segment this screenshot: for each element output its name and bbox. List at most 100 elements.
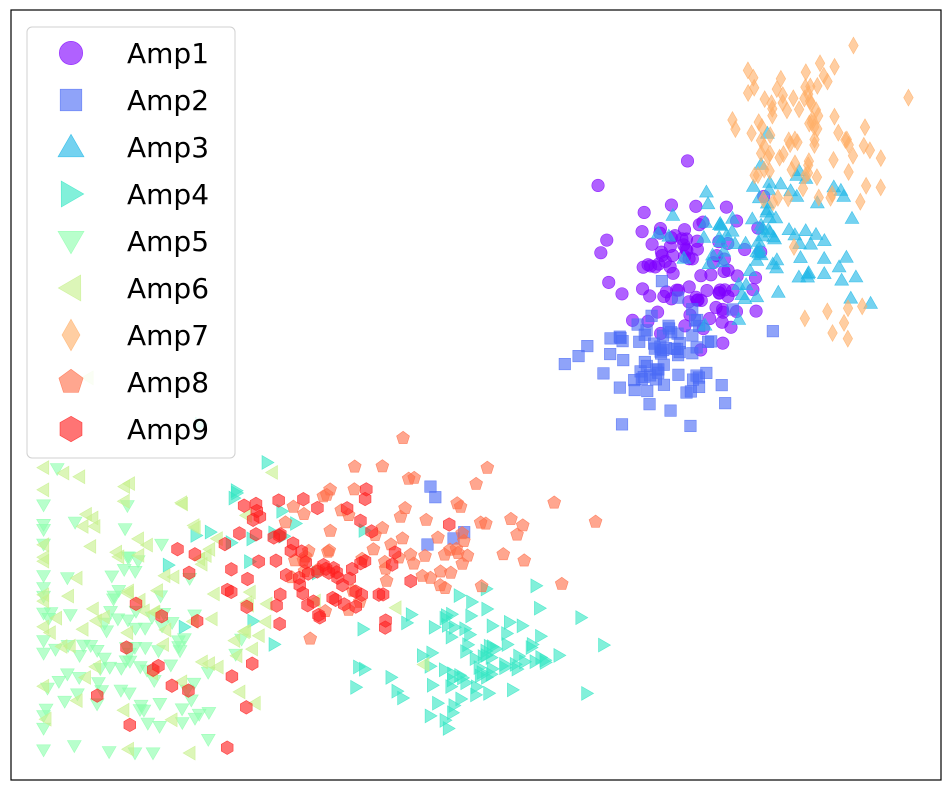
point-amp2 (631, 318, 644, 331)
point-amp5 (36, 635, 52, 649)
point-amp6 (174, 674, 188, 690)
point-amp6 (202, 541, 216, 557)
point-amp9 (182, 683, 195, 698)
point-amp4 (501, 626, 515, 641)
series-amp7 (727, 36, 914, 348)
point-amp5 (36, 744, 52, 758)
point-amp4 (449, 619, 463, 635)
point-amp3 (768, 210, 784, 224)
point-amp3 (755, 228, 771, 242)
point-amp4 (405, 607, 419, 623)
legend-label-amp6: Amp6 (127, 272, 209, 305)
point-amp3 (773, 176, 789, 190)
point-amp7 (742, 83, 754, 102)
point-amp9 (349, 599, 363, 614)
point-amp8 (515, 518, 530, 532)
point-amp4 (516, 618, 530, 634)
point-amp6 (69, 693, 83, 709)
point-amp3 (789, 188, 805, 202)
point-amp3 (715, 254, 731, 268)
point-amp4 (439, 712, 453, 728)
point-amp2 (691, 313, 704, 327)
point-amp7 (803, 152, 814, 171)
point-amp8 (418, 548, 432, 562)
point-amp1 (637, 205, 651, 219)
point-amp8 (278, 515, 293, 529)
point-amp6 (62, 638, 76, 654)
point-amp7 (842, 329, 853, 348)
point-amp2 (668, 342, 681, 355)
point-amp6 (54, 638, 68, 654)
point-amp5 (101, 746, 117, 760)
point-amp2 (686, 329, 699, 342)
point-amp4 (480, 647, 494, 663)
point-amp9 (296, 586, 310, 601)
point-amp4 (350, 679, 364, 695)
legend-marker-amp5 (57, 231, 85, 255)
point-amp6 (174, 496, 188, 512)
point-amp5 (200, 666, 216, 680)
point-amp9 (385, 557, 399, 572)
point-amp5 (174, 717, 190, 731)
point-amp9 (253, 509, 267, 524)
point-amp3 (831, 259, 847, 273)
point-amp6 (96, 609, 110, 625)
point-amp8 (480, 460, 495, 474)
point-amp9 (188, 547, 202, 562)
point-amp4 (424, 708, 438, 724)
point-amp5 (152, 720, 168, 734)
point-amp4 (483, 685, 497, 701)
legend-marker-amp8 (58, 368, 84, 393)
point-amp4 (474, 668, 488, 684)
point-amp3 (760, 202, 776, 216)
series-amp6 (36, 370, 430, 761)
legend-marker-amp7 (61, 318, 81, 352)
point-amp5 (49, 463, 65, 477)
point-amp7 (843, 162, 854, 181)
point-amp4 (276, 503, 290, 519)
point-amp7 (775, 69, 787, 88)
point-amp7 (746, 124, 757, 143)
point-amp5 (176, 633, 192, 647)
point-amp9 (191, 613, 204, 629)
point-amp6 (264, 464, 278, 480)
point-amp7 (859, 118, 871, 137)
point-amp4 (511, 661, 525, 677)
point-amp4 (261, 454, 275, 470)
point-amp9 (221, 582, 234, 598)
point-amp4 (401, 615, 415, 631)
point-amp6 (182, 745, 196, 761)
point-amp6 (259, 596, 273, 612)
point-amp6 (251, 628, 265, 644)
point-amp1 (600, 233, 614, 247)
point-amp4 (499, 656, 513, 672)
point-amp7 (764, 161, 775, 181)
point-amp3 (665, 207, 681, 221)
point-amp9 (388, 545, 402, 560)
point-amp9 (240, 700, 253, 715)
point-amp5 (36, 607, 52, 621)
point-amp6 (139, 537, 153, 553)
scatter-points (36, 36, 914, 761)
point-amp9 (225, 562, 238, 577)
point-amp5 (36, 499, 52, 513)
point-amp4 (575, 610, 589, 626)
point-amp4 (459, 621, 473, 637)
point-amp6 (238, 623, 252, 639)
point-amp6 (72, 469, 86, 485)
point-amp6 (85, 510, 99, 526)
point-amp5 (117, 523, 133, 537)
point-amp5 (132, 661, 148, 675)
point-amp8 (588, 514, 603, 528)
legend-marker-amp9 (59, 415, 83, 443)
point-amp5 (51, 675, 67, 689)
point-amp7 (857, 297, 868, 316)
point-amp7 (793, 100, 805, 119)
point-amp6 (131, 547, 145, 563)
point-amp3 (803, 236, 819, 250)
point-amp6 (36, 549, 50, 565)
point-amp7 (777, 93, 788, 112)
series-amp9 (91, 482, 456, 755)
point-amp9 (270, 598, 283, 613)
point-amp9 (365, 524, 378, 539)
